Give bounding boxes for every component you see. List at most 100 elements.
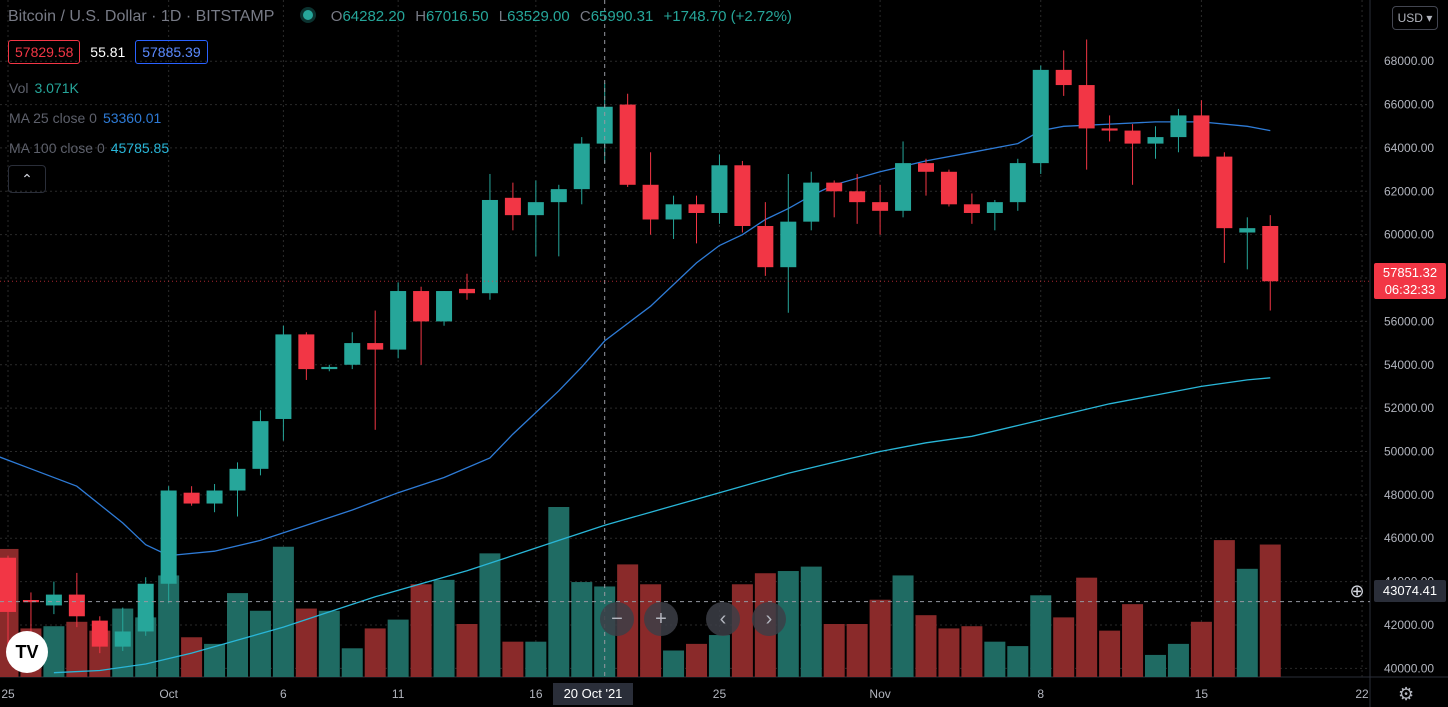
candle-body: [252, 421, 269, 469]
x-tick-label: 8: [1037, 687, 1044, 701]
x-tick-label: Nov: [869, 687, 890, 701]
volume-bar: [1053, 617, 1075, 677]
volume-bar: [410, 584, 432, 677]
volume-bar: [387, 619, 409, 677]
y-tick-label: 64000.00: [1384, 141, 1434, 155]
volume-bar: [1236, 568, 1258, 677]
collapse-legend-button[interactable]: ⌃: [8, 165, 46, 193]
buy-button[interactable]: 57885.39: [135, 40, 208, 64]
candle-body: [688, 204, 705, 213]
candle-body: [436, 291, 453, 322]
volume-bar: [43, 626, 65, 677]
spread-value: 55.81: [90, 44, 126, 60]
candle-body: [619, 104, 636, 185]
candle-body: [183, 492, 200, 504]
volume-bar: [571, 582, 593, 677]
currency-selector[interactable]: USD ▾: [1392, 6, 1438, 30]
candle-body: [665, 204, 682, 220]
candle-body: [1147, 137, 1164, 144]
high-value: 67016.50: [426, 8, 489, 25]
volume-bar: [869, 599, 891, 677]
volume-bar: [1259, 544, 1281, 677]
candle-body: [229, 468, 246, 491]
volume-bar: [915, 615, 937, 677]
scroll-right-button[interactable]: ›: [752, 602, 786, 636]
x-tick-label: 22: [1355, 687, 1369, 701]
candle-body: [68, 594, 85, 617]
zoom-in-button[interactable]: +: [644, 602, 678, 636]
ohlc-values: O64282.20 H67016.50 L63529.00 C65990.31 …: [330, 8, 792, 25]
candle-body: [642, 184, 659, 220]
candle-body: [527, 202, 544, 216]
candle-body: [1216, 156, 1233, 229]
zoom-out-button[interactable]: −: [600, 602, 634, 636]
change-value: +1748.70 (+2.72%): [663, 8, 792, 25]
volume-bar: [227, 593, 248, 677]
candle-body: [22, 600, 39, 603]
candle-body: [481, 199, 498, 294]
volume-bar: [686, 643, 707, 677]
candle-body: [137, 583, 154, 632]
candle-body: [1055, 69, 1072, 86]
x-tick-label: 25: [1, 687, 15, 701]
y-tick-label: 54000.00: [1384, 358, 1434, 372]
time-axis[interactable]: 25 Oct 6 11 16 25 Nov 8 15 22: [1, 687, 1369, 701]
candle-body: [780, 221, 797, 268]
candle-body: [1239, 228, 1256, 233]
candle-body: [1032, 69, 1049, 164]
candle-body: [963, 204, 980, 213]
y-tick-label: 56000.00: [1384, 314, 1434, 328]
x-tick-label: 6: [280, 687, 287, 701]
candle-body: [550, 189, 567, 203]
candle-body: [160, 490, 177, 584]
y-tick-label: 42000.00: [1384, 618, 1434, 632]
volume-bar: [479, 553, 501, 677]
candle-body: [504, 197, 521, 216]
symbol-title[interactable]: Bitcoin / U.S. Dollar · 1D · BITSTAMP: [8, 8, 275, 25]
indicator-ma100[interactable]: MA 100 close 0 45785.85: [9, 140, 170, 156]
candle-body: [0, 557, 16, 612]
sell-button[interactable]: 57829.58: [8, 40, 81, 64]
volume-bar: [1007, 646, 1029, 677]
volume-bar: [249, 610, 271, 677]
last-price-tag: 57851.32 06:32:33: [1374, 263, 1446, 299]
chart-legend: Bitcoin / U.S. Dollar · 1D · BITSTAMP O6…: [8, 8, 792, 26]
candle-body: [1124, 130, 1141, 144]
candles: [0, 39, 1279, 654]
candle-body: [1101, 128, 1118, 131]
close-value: 65990.31: [590, 8, 654, 25]
volume-bar: [1076, 577, 1098, 677]
tradingview-logo[interactable]: TV: [6, 631, 48, 673]
scroll-left-button[interactable]: ‹: [706, 602, 740, 636]
volume-bar: [938, 628, 960, 677]
volume-bar: [823, 624, 845, 677]
candle-body: [298, 334, 315, 370]
candle-body: [206, 490, 223, 504]
candle-body: [757, 225, 774, 268]
candle-body: [986, 202, 1003, 213]
candle-body: [711, 165, 728, 213]
volume-bar: [1030, 595, 1052, 677]
gear-icon[interactable]: ⚙: [1398, 684, 1415, 704]
candle-body: [45, 594, 62, 606]
y-tick-label: 48000.00: [1384, 488, 1434, 502]
indicator-volume[interactable]: Vol 3.071K: [9, 80, 79, 96]
candle-body: [344, 343, 361, 365]
ma-line: [53, 377, 1271, 674]
crosshair: [0, 0, 1370, 677]
volume-bar: [295, 608, 317, 677]
candle-body: [1193, 115, 1210, 157]
candle-body: [321, 366, 338, 370]
add-alert-icon[interactable]: ⊕: [1349, 581, 1365, 601]
candle-body: [114, 631, 131, 647]
candle-body: [895, 163, 912, 211]
volume-bar: [341, 648, 363, 677]
volume-bar: [1167, 643, 1189, 677]
indicator-ma25[interactable]: MA 25 close 0 53360.01: [9, 110, 162, 126]
candle-body: [596, 106, 613, 144]
candle-body: [573, 143, 590, 190]
volume-bar: [318, 610, 340, 677]
chevron-up-icon: ⌃: [21, 171, 33, 187]
